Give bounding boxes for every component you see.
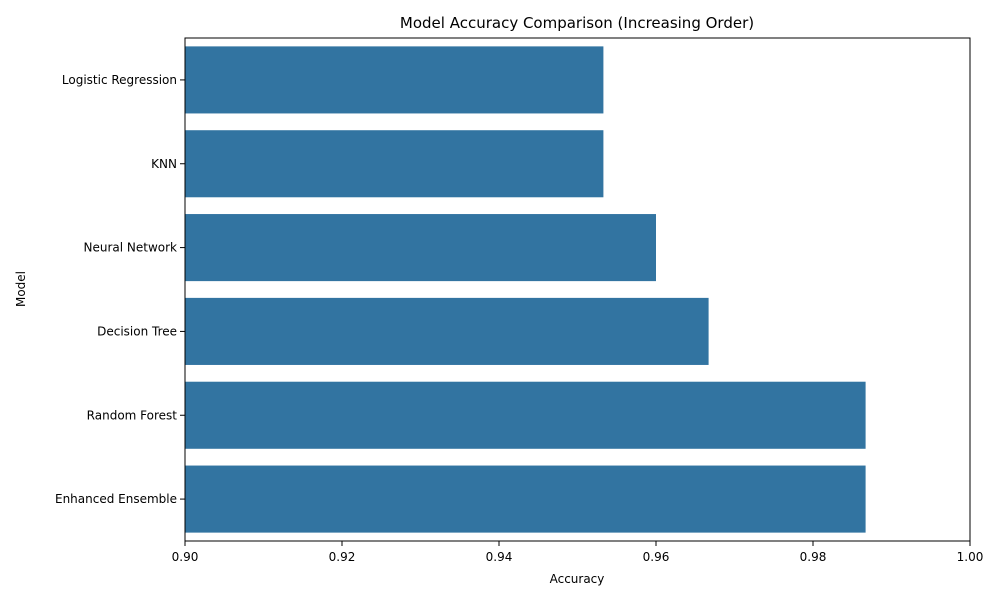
y-tick-layer: Logistic Regression KNN Neural Network Deci… bbox=[55, 73, 185, 506]
y-tick-label: Decision Tree bbox=[97, 324, 177, 338]
y-tick-label: Random Forest bbox=[87, 408, 178, 422]
bar-logistic-regression bbox=[185, 46, 604, 114]
x-tick-label: 0.96 bbox=[643, 550, 670, 564]
y-tick-label: Enhanced Ensemble bbox=[55, 492, 177, 506]
x-tick-label: 0.90 bbox=[172, 550, 199, 564]
y-tick-label: KNN bbox=[151, 157, 177, 171]
x-tick-label: 0.94 bbox=[486, 550, 513, 564]
x-tick-label: 0.92 bbox=[329, 550, 356, 564]
y-tick-label: Neural Network bbox=[83, 241, 177, 255]
y-tick-label: Logistic Regression bbox=[62, 73, 177, 87]
bar-enhanced-ensemble bbox=[185, 465, 866, 533]
chart-title: Model Accuracy Comparison (Increasing Or… bbox=[400, 14, 754, 32]
bar-knn bbox=[185, 130, 604, 198]
bars-layer bbox=[185, 46, 866, 533]
x-tick-label: 0.98 bbox=[800, 550, 827, 564]
y-axis-title: Model bbox=[14, 271, 28, 307]
bar-neural-network bbox=[185, 214, 656, 282]
plot-frame bbox=[184, 37, 971, 542]
x-axis-title: Accuracy bbox=[550, 572, 605, 586]
x-tick-label: 1.00 bbox=[957, 550, 984, 564]
bar-random-forest bbox=[185, 381, 866, 449]
bar-decision-tree bbox=[185, 297, 709, 365]
x-tick-layer: 0.90 0.92 0.94 0.96 0.98 1.00 bbox=[172, 541, 984, 564]
